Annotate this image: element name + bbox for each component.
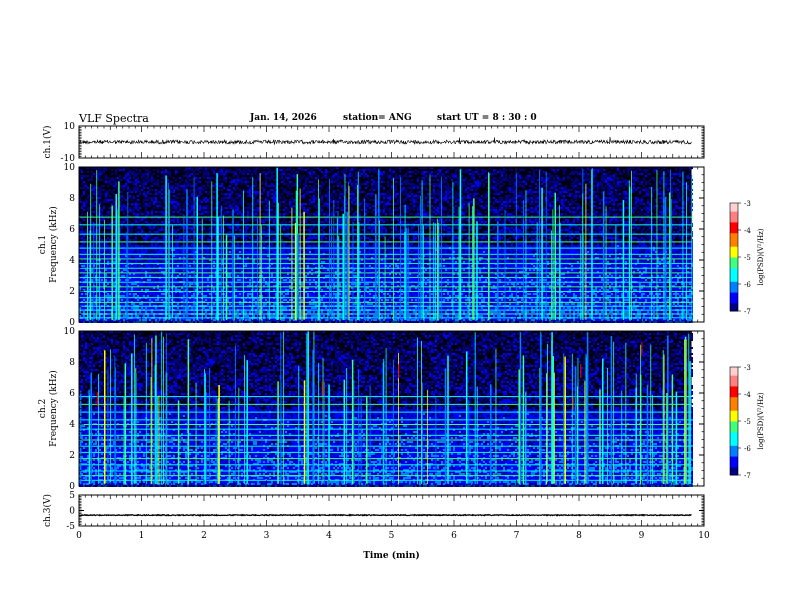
ch3-waveform-trace: [79, 515, 692, 516]
ch1-waveform-trace: [79, 137, 692, 145]
ch2-spectrogram-cbar-tick-1: -4: [744, 391, 751, 399]
xtick-label-5: 5: [389, 531, 395, 541]
ch2-spectrogram-ytick-label-1: 2: [69, 451, 75, 461]
ch1-spectrogram-cbar-tick-4: -7: [744, 308, 751, 316]
ch3-waveform-ytick-label-2: -5: [66, 522, 75, 532]
ch2-spectrogram-colorbar: [730, 367, 738, 476]
xtick-label-8: 8: [576, 531, 582, 541]
ch1-spectrogram-cbar-tick-0: -3: [744, 200, 751, 208]
ch1-spectrogram-cells: [79, 167, 693, 323]
xtick-label-7: 7: [514, 531, 520, 541]
ch2-spec-channel-label: ch.2: [38, 399, 48, 418]
ch1-ylabel: ch.1(V): [42, 126, 53, 159]
xtick-label-2: 2: [201, 531, 207, 541]
xtick-label-1: 1: [139, 531, 145, 541]
ch2-spectrogram-ytick-label-2: 4: [69, 420, 75, 430]
ch2-spectrogram-ytick-label-3: 6: [69, 389, 75, 399]
ch1-spectrogram-cbar-tick-2: -5: [744, 254, 751, 262]
xtick-label-10: 10: [698, 531, 710, 541]
vlf-spectra-figure: 10-100246810024681050-50 1 2 3 4 5 6 7 8 9 10ch.1(…: [0, 0, 792, 612]
ch2-spectrogram-cbar-tick-2: -5: [744, 418, 751, 426]
ch2-spec-ylabel: Frequency (kHz): [48, 370, 59, 447]
ch2-spectrogram-ytick-label-4: 8: [69, 358, 75, 368]
ch1-spectrogram-ytick-label-2: 4: [69, 256, 75, 266]
ch1-spectrogram-cbar-tick-1: -4: [744, 227, 751, 235]
xtick-label-4: 4: [326, 531, 332, 541]
xtick-label-6: 6: [451, 531, 457, 541]
ch3-waveform-ytick-label-1: 0: [69, 507, 75, 517]
ch1-spectrogram-ytick-label-3: 6: [69, 225, 75, 235]
xtick-label-0: 0: [76, 531, 82, 541]
ch2-spectrogram-cbar-tick-0: -3: [744, 364, 751, 372]
ch2-spectrogram-ytick-label-5: 10: [64, 327, 76, 337]
xtick-label-3: 3: [264, 531, 270, 541]
ch1-spectrogram-cbar-tick-3: -6: [744, 281, 751, 289]
ch1-spectrogram-ytick-label-1: 2: [69, 287, 75, 297]
ch1-spec-channel-label: ch.1: [38, 235, 48, 254]
ch2-spectrogram-cbar-tick-4: -7: [744, 472, 751, 480]
ch1-spectrogram-ytick-label-5: 10: [64, 163, 76, 173]
xaxis-label: Time (min): [363, 550, 420, 561]
ch3-ylabel: ch.3(V): [42, 494, 53, 527]
ch2-spectrogram-cbar-tick-3: -6: [744, 445, 751, 453]
ch2-spectrogram-cells: [79, 331, 693, 487]
ch1-spectrogram-cbar-label: log(PSD)(V²/Hz): [757, 228, 765, 285]
xtick-label-9: 9: [639, 531, 645, 541]
ch1-waveform-ytick-label-0: 10: [64, 122, 76, 132]
ch1-spectrogram-colorbar: [730, 203, 738, 312]
ch1-spec-ylabel: Frequency (kHz): [48, 206, 59, 283]
ch2-spectrogram-cbar-label: log(PSD)(V²/Hz): [757, 392, 765, 449]
ch3-waveform-ytick-label-0: 5: [69, 491, 75, 501]
ch1-spectrogram-ytick-label-4: 8: [69, 194, 75, 204]
